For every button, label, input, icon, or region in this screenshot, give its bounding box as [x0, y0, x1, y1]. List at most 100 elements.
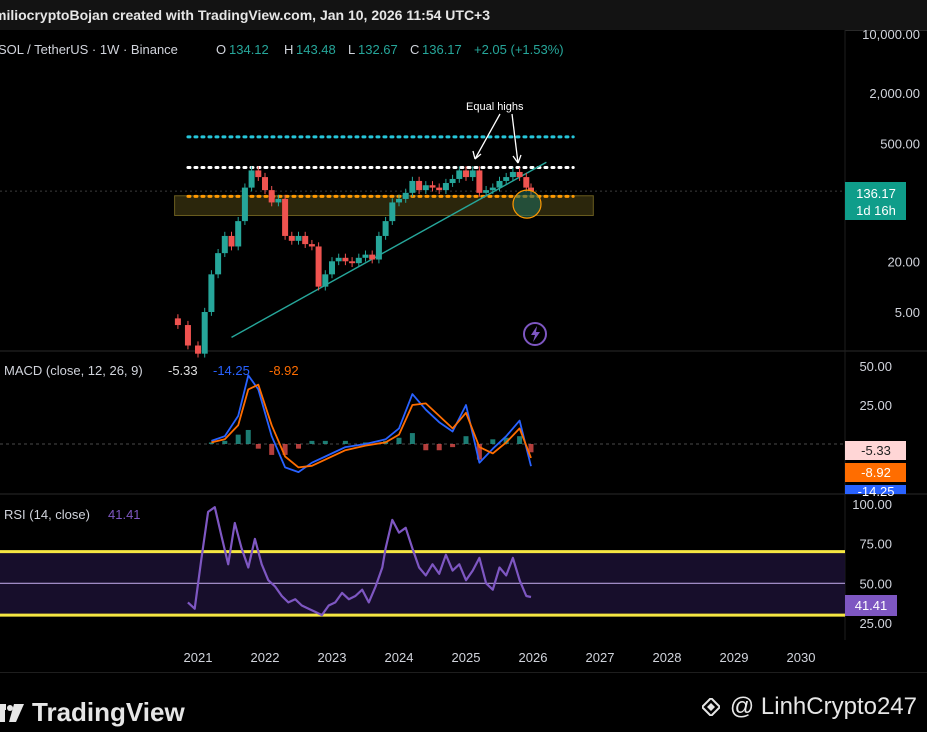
axes: 10,000.00 2,000.00 500.00 20.00 5.00 50.00 25.… [184, 30, 920, 665]
macd-histogram-bar [503, 437, 509, 444]
candle-body [248, 170, 255, 188]
macd-pane-title: MACD (close, 12, 26, 9) [4, 363, 143, 378]
candle-body [496, 180, 503, 188]
ohlc-change: +2.05 (+1.53%) [474, 42, 564, 57]
candle-body [409, 180, 416, 193]
candle-body [349, 261, 356, 264]
candle-body [402, 192, 409, 199]
macd-badges: -5.33 -8.92 -14.25 [845, 441, 906, 499]
price-axis-tick: 500.00 [880, 137, 920, 152]
rsi-axis-tick: 25.00 [859, 616, 892, 631]
candle-body [315, 246, 322, 287]
ohlc-close-value: 136.17 [422, 42, 462, 57]
time-axis-tick: 2027 [586, 650, 615, 665]
macd-line [211, 374, 532, 473]
candle-body [221, 235, 228, 254]
candle-body [308, 244, 315, 247]
ohlc-low-value: 132.67 [358, 42, 398, 57]
candle-body [509, 171, 516, 178]
author-line: miliocryptoBojan created with TradingVie… [0, 7, 491, 23]
candle-body [268, 190, 275, 203]
price-axis-tick: 2,000.00 [869, 86, 920, 101]
macd-histogram-bar [476, 444, 482, 460]
candle-body [442, 183, 449, 191]
ohlc-low-label: L [348, 42, 355, 57]
rsi-axis-tick: 100.00 [852, 497, 892, 512]
macd-histogram-bar [423, 444, 429, 451]
candle-body [235, 221, 242, 247]
ohlc-high-label: H [284, 42, 293, 57]
equal-highs-arrow-right [511, 113, 519, 164]
tradingview-logo[interactable]: TradingView [0, 697, 185, 728]
chart-header-bar: miliocryptoBojan created with TradingVie… [0, 0, 927, 31]
macd-line-badge: -14.25 [858, 484, 895, 499]
candle-body [429, 185, 436, 188]
candle-body [469, 170, 476, 178]
macd-histogram-bar [450, 444, 456, 448]
tradingview-wordmark: TradingView [32, 697, 185, 727]
tradingview-mark-icon [0, 703, 24, 722]
macd-pane [0, 374, 845, 473]
chart-area[interactable]: SOL / TetherUS · 1W · Binance O 134.12 H… [0, 30, 927, 672]
equal-highs-annotation: Equal highs [466, 101, 524, 164]
candle-body [215, 253, 222, 275]
macd-histogram-value: -5.33 [168, 363, 198, 378]
candle-body [503, 177, 510, 181]
rsi-axis-tick: 50.00 [859, 576, 892, 591]
lightning-icon[interactable] [523, 322, 547, 346]
equal-highs-label: Equal highs [466, 101, 524, 113]
macd-histogram-bar [208, 442, 214, 444]
candle-body [355, 257, 362, 264]
macd-histogram-bar [309, 440, 315, 444]
macd-histogram-bar [490, 439, 496, 444]
price-pane-legend: SOL / TetherUS · 1W · Binance O 134.12 H… [0, 42, 564, 57]
candle-body [329, 261, 335, 275]
rsi-pane [0, 506, 845, 617]
macd-histogram-bar [269, 444, 275, 455]
candle-body [201, 312, 208, 354]
candle-body [228, 235, 235, 247]
price-axis-tick: 10,000.00 [862, 30, 920, 42]
candle-body [241, 187, 248, 222]
price-pane-title: SOL / TetherUS · 1W · Binance [0, 42, 178, 57]
rsi-badge: 41.41 [845, 595, 897, 616]
candle-body [489, 187, 496, 191]
macd-histogram-bar [255, 444, 261, 449]
time-axis-tick: 2028 [653, 650, 682, 665]
rsi-pane-title: RSI (14, close) [4, 507, 90, 522]
macd-histogram-bar [222, 440, 228, 444]
ohlc-open-label: O [216, 42, 226, 57]
rsi-line [187, 506, 532, 617]
highlight-circle [512, 189, 542, 219]
candle-body [302, 235, 309, 245]
macd-line-value: -14.25 [213, 363, 250, 378]
ohlc-open-value: 134.12 [229, 42, 269, 57]
macd-histogram-bar [322, 440, 328, 444]
time-axis-tick: 2024 [385, 650, 414, 665]
candle-body [396, 198, 402, 203]
time-axis-tick: 2022 [251, 650, 280, 665]
macd-hist-badge: -5.33 [861, 443, 891, 458]
macd-axis-tick: 25.00 [859, 398, 892, 413]
watermark-text: @ LinhCrypto247 [729, 693, 917, 720]
candle-body [382, 221, 389, 236]
candle-body [375, 235, 382, 260]
candle-body [449, 178, 456, 184]
candle-body [342, 257, 349, 262]
macd-histogram-bar [245, 429, 251, 444]
macd-histogram-bar [342, 440, 348, 444]
time-axis-tick: 2025 [452, 650, 481, 665]
macd-histogram-bar [282, 444, 288, 455]
author-watermark: @ LinhCrypto247 [701, 693, 917, 721]
rsi-axis-tick: 75.00 [859, 537, 892, 552]
time-axis-tick: 2030 [787, 650, 816, 665]
candle-body [184, 325, 191, 346]
price-pane [0, 135, 845, 358]
candle-body [523, 177, 530, 188]
rsi-value: 41.41 [108, 507, 141, 522]
footer-bar: TradingView @ LinhCrypto247 [0, 672, 927, 732]
rsi-pane-legend: RSI (14, close) 41.41 [4, 507, 141, 522]
macd-signal-badge: -8.92 [861, 465, 891, 480]
candle-body [255, 170, 262, 178]
candle-body [174, 318, 181, 326]
